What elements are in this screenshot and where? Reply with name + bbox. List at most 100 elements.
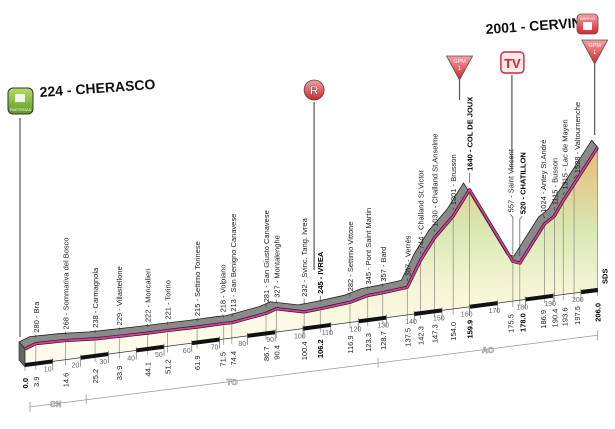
km-label: 90.4 [272, 345, 281, 360]
km-tick-label: 130 [377, 323, 389, 330]
place-label: 327 - Montalenghe [272, 235, 281, 298]
place-label: 1315 - Lac de Mayen [561, 119, 570, 189]
km-label: 0.0 [21, 378, 30, 388]
km-tick-label: 80 [238, 341, 246, 348]
finish-title: 2001 - CERVINIA [485, 13, 596, 37]
place-label: 1528 - Valtournenche [573, 102, 582, 173]
km-scale-bar [302, 322, 332, 331]
km-scale-bar [525, 293, 554, 302]
km-tick-label: 50 [155, 352, 163, 359]
profile-block-side [18, 341, 26, 368]
start-title: 224 - CHERASCO [39, 76, 156, 100]
km-label: 137.5 [403, 328, 412, 347]
place-label: 357 - Bard [379, 247, 388, 282]
rifornimento-icon [303, 79, 325, 101]
place-label: 1030 - Challand St.Anselme [430, 134, 439, 227]
km-tick-label: 140 [405, 319, 417, 326]
km-label: 190.4 [550, 309, 559, 328]
partenza-text: PARTENZA [10, 107, 31, 112]
gpm-category: 1 [593, 50, 597, 56]
km-label: 159.9 [466, 320, 475, 339]
label-leader [542, 214, 545, 219]
km-label: 197.5 [573, 306, 582, 325]
place-label: 218 - Volpiano [219, 264, 228, 312]
km-tick-label: 120 [350, 326, 362, 333]
region-label: AO [482, 346, 494, 355]
km-label: 147.3 [430, 324, 439, 343]
place-label: 229 - Villastellone [115, 266, 124, 325]
gpm-category: 1 [458, 66, 462, 72]
checkered-flag-icon [15, 94, 25, 102]
km-label: 116.9 [346, 335, 355, 353]
km-label: 175.5 [506, 314, 515, 333]
km-tick-label: 100 [294, 334, 306, 341]
place-label: 282 - Settimo Vittone [346, 221, 355, 291]
km-label: 71.5 [219, 352, 228, 367]
tv-icon [500, 51, 525, 74]
km-label: 33.9 [115, 366, 124, 381]
km-tick-label: 200 [572, 297, 584, 304]
km-scale-bar [247, 330, 276, 338]
km-label: 3.9 [32, 377, 41, 387]
km-label: 106.2 [316, 339, 325, 358]
tv-text: TV [504, 56, 521, 71]
km-tick-label: 30 [99, 359, 107, 366]
label-leader [222, 314, 225, 318]
km-tick-label: 90 [266, 337, 274, 344]
place-label: 268 - Sommariva del Bosco [62, 237, 71, 329]
km-tick-label: 40 [127, 355, 135, 362]
km-label: 14.6 [62, 373, 71, 388]
km-tick-label: 150 [433, 315, 445, 322]
place-label: 744 - Challand St.Victor [417, 170, 426, 250]
km-scale-bar [413, 308, 443, 316]
km-tick-label: 60 [183, 348, 191, 355]
km-label: 186.9 [539, 310, 548, 329]
km-label: 100.4 [300, 341, 309, 360]
place-label: 557 - Saint Vincent [506, 148, 515, 212]
place-label: 1024 - Antey St.André [539, 140, 548, 213]
label-leader [562, 191, 565, 195]
place-label: 1301 - Brusson [449, 154, 458, 205]
km-label: 25.2 [91, 369, 100, 384]
km-label: 154.0 [449, 322, 458, 341]
place-label: 221 - Torino [163, 280, 172, 319]
place-label: 245 - IVREA [316, 251, 325, 294]
region-label: CN [50, 400, 62, 409]
km-label: 74.4 [229, 351, 238, 366]
profile-line [24, 146, 599, 350]
label-leader [510, 214, 514, 255]
place-label: 232 - Svinc. Tang. Ivrea [300, 217, 309, 296]
profile-area [25, 147, 598, 365]
km-scale-bar [358, 315, 387, 324]
place-label: 238 - Carmagnola [91, 267, 100, 328]
label-leader [231, 313, 234, 317]
km-tick-label: 190 [544, 301, 556, 308]
km-tick-label: 110 [322, 330, 333, 337]
place-label: 387 - Verrès [403, 235, 412, 276]
km-scale-bar [24, 359, 54, 367]
region-label: TO [227, 378, 238, 387]
km-scale-bar [469, 301, 498, 309]
end-note: SDS [601, 269, 610, 284]
km-tick-label: 180 [516, 304, 528, 311]
km-label: 51.2 [163, 359, 172, 374]
label-leader [519, 215, 523, 257]
km-tick-label: 160 [461, 312, 473, 319]
km-tick-label: 10 [44, 366, 52, 373]
label-leader [573, 174, 578, 179]
km-label: 178.0 [518, 313, 527, 332]
km-scale-bar [191, 337, 220, 346]
place-label: 1115 - Busson [550, 158, 559, 205]
km-label: 61.9 [193, 355, 202, 370]
km-label: 128.7 [379, 331, 388, 350]
km-label: 193.6 [561, 307, 570, 326]
region-line [29, 334, 598, 408]
km-tick-label: 70 [211, 345, 219, 352]
km-tick-label: 170 [489, 308, 501, 315]
gpm-icon [581, 39, 609, 65]
km-scale-bar [580, 287, 598, 295]
place-label: 222 - Moncalieri [144, 268, 153, 322]
arrivo-text: ARRIVO [580, 16, 595, 21]
gpm-text: GPM [453, 59, 466, 65]
